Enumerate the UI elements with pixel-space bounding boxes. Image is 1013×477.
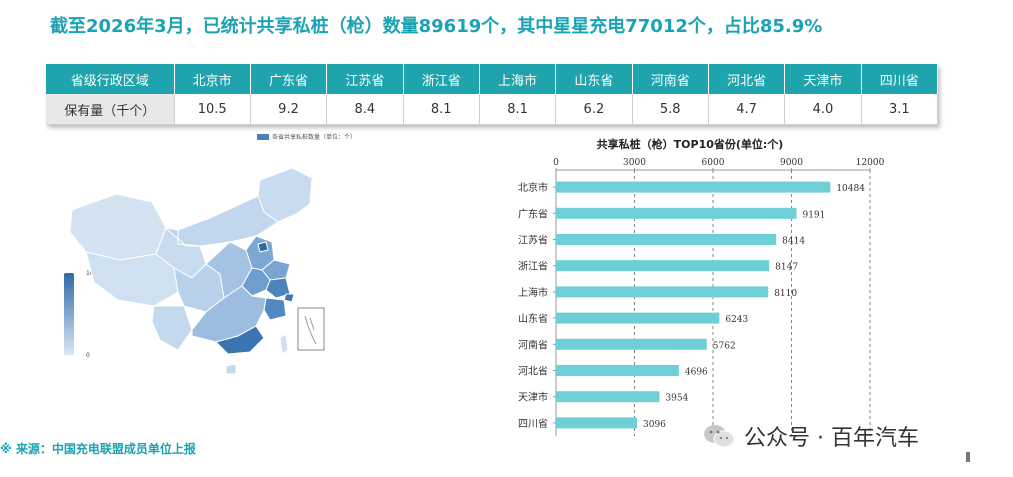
x-tick-label: 3000 [623,158,646,168]
map-region-taiwan [279,333,289,355]
bar-value-label: 8147 [775,263,798,273]
x-tick-label: 9000 [780,158,803,168]
south-sea-inset [297,307,325,351]
y-category-label: 广东省 [518,207,548,220]
source-note: ※ 来源：中国充电联盟成员单位上报 [0,442,196,456]
y-category-label: 河北省 [518,365,548,378]
chart-bars-group [556,181,831,429]
page-mark [966,452,970,462]
watermark-text: 公众号 · 百年汽车 [744,426,919,451]
chart-labels-group: 北京市 10484 广东省 9191 江苏省 8414 浙江省 8147 上海市 8110 山东省 6… [518,181,865,430]
bar-value-label: 6243 [725,315,748,325]
value-cell: 6.2 [555,94,633,125]
wechat-icon [704,425,735,448]
value-cell: 8.1 [479,94,557,125]
map-region-beijing [257,241,269,253]
bar-value-label: 8110 [774,289,797,299]
bar-value-label: 5762 [713,341,736,351]
y-category-label: 浙江省 [518,260,548,273]
province-header-cell: 河南省 [632,64,709,94]
map-scale-min: 0 [86,352,90,359]
bar [556,260,770,272]
map-region-yunnan [151,305,193,351]
bar [556,417,638,429]
bar [556,365,679,376]
bar [556,207,797,219]
value-cell: 3.1 [861,94,939,125]
bar-value-label: 3954 [665,394,688,404]
province-header-cell: 浙江省 [403,64,480,94]
bar-chart: 共享私桩（枪）TOP10省份(单位:个) 0 3000 6000 9000 12000 … [518,137,885,436]
value-cell: 8.4 [326,94,404,125]
south-sea-islands [304,315,317,345]
map-region-south [191,285,267,343]
value-cell: 4.7 [708,94,786,125]
province-header-cell: 北京市 [174,64,251,94]
value-cell: 10.5 [174,94,251,125]
province-table: 省级行政区域 北京市 广东省 江苏省 浙江省 上海市 山东省 河南省 河北省 天… [46,64,939,125]
province-header-cell: 山东省 [555,64,633,94]
bar [556,286,769,298]
table-value-row: 保有量（千个） 10.5 9.2 8.4 8.1 8.1 6.2 5.8 4.7… [46,94,939,125]
map-region-xinjiang [69,193,167,261]
value-cell: 9.2 [250,94,328,125]
map-legend-label: 各省共享私桩数量（单位：个） [272,134,357,141]
map-region-gansu [164,227,201,247]
y-category-label: 山东省 [518,312,548,325]
province-header-cell: 天津市 [784,64,862,94]
china-map [69,167,325,375]
y-category-label: 天津市 [518,391,548,404]
x-tick-label: 6000 [702,158,725,168]
page-headline: 截至2026年3月，已统计共享私桩（枪）数量89619个，其中星星充电77012… [50,16,823,37]
map-region-zhejiang [263,297,287,321]
bar [556,181,831,193]
bar [556,312,720,324]
province-header-cell: 四川省 [861,64,939,94]
header-label-cell: 省级行政区域 [46,64,175,94]
value-cell: 5.8 [632,94,709,125]
y-category-label: 北京市 [518,181,548,194]
bar [556,234,777,245]
map-region-shanghai [283,293,295,303]
map-legend-swatch [257,133,269,140]
x-tick-label: 12000 [856,158,885,168]
x-tick-label: 0 [553,158,559,168]
province-header-cell: 河北省 [708,64,786,94]
y-category-label: 四川省 [518,417,548,430]
bar-value-label: 3096 [643,420,666,430]
map-color-scale [64,273,74,355]
province-header-cell: 广东省 [250,64,328,94]
chart-title: 共享私桩（枪）TOP10省份(单位:个) [597,137,784,151]
value-cell: 8.1 [403,94,480,125]
value-cell: 4.0 [784,94,862,125]
y-category-label: 河南省 [518,338,548,351]
bar-value-label: 8414 [782,237,805,247]
table-header-row: 省级行政区域 北京市 广东省 江苏省 浙江省 上海市 山东省 河南省 河北省 天… [46,64,939,94]
bar [556,338,707,350]
bar [556,391,660,403]
map-legend: 各省共享私桩数量（单位：个） [257,132,356,141]
map-region-guangdong [215,325,265,355]
y-category-label: 上海市 [518,286,548,299]
row-label-cell: 保有量（千个） [46,94,175,125]
province-header-cell: 江苏省 [326,64,404,94]
bar-value-label: 9191 [802,210,825,220]
y-category-label: 江苏省 [518,234,548,247]
map-region-hainan [225,363,237,375]
bar-value-label: 4696 [685,368,708,378]
watermark: 公众号 · 百年汽车 [702,420,919,452]
province-header-cell: 上海市 [479,64,557,94]
bar-value-label: 10484 [836,184,865,194]
